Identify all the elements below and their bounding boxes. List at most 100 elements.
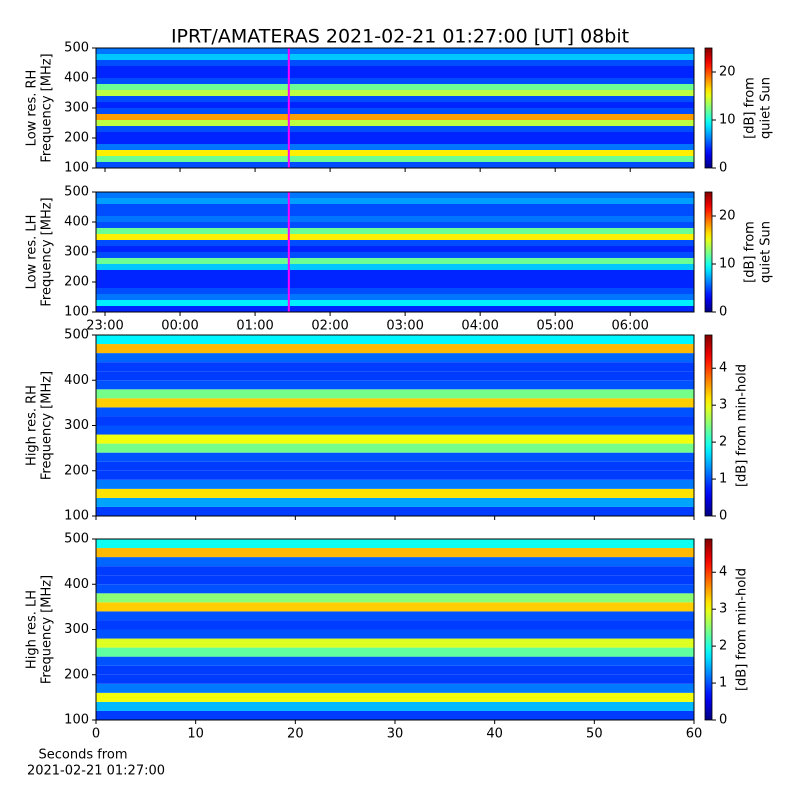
colorbar-tick-label: 10 xyxy=(719,113,736,128)
colorbar-label: [dB] from min-hold xyxy=(735,568,750,691)
x-tick-label: 03:00 xyxy=(386,319,423,334)
colorbar xyxy=(704,538,713,721)
heatmap-cell xyxy=(96,407,694,417)
x-axis-label: Seconds from xyxy=(38,748,127,763)
heatmap-cell xyxy=(96,300,694,306)
y-tick-label: 200 xyxy=(64,667,89,682)
heatmap-cell xyxy=(96,60,694,66)
colorbar xyxy=(704,47,713,169)
heatmap-cell xyxy=(96,234,694,240)
heatmap-cell xyxy=(96,683,694,693)
heatmap-cell xyxy=(96,575,694,585)
colorbar-tick-label: 0 xyxy=(719,161,727,176)
x-tick-label: 04:00 xyxy=(461,319,498,334)
y-tick-label: 300 xyxy=(64,418,89,433)
heatmap-cell xyxy=(96,228,694,234)
heatmap-cell xyxy=(96,258,694,264)
heatmap-cell xyxy=(96,294,694,300)
heatmap-cell xyxy=(96,54,694,60)
heatmap-cell xyxy=(96,620,694,630)
y-axis-label: Frequency [MHz] xyxy=(40,575,55,684)
colorbar-tick-label: 1 xyxy=(719,676,727,691)
y-tick-label: 100 xyxy=(64,713,89,728)
colorbar xyxy=(704,191,713,313)
x-tick-label: 01:00 xyxy=(236,319,273,334)
heatmap-cell xyxy=(96,126,694,132)
y-tick-label: 100 xyxy=(64,509,89,524)
heatmap-cell xyxy=(96,557,694,567)
colorbar-label: [dB] from min-hold xyxy=(735,364,750,487)
heatmap-cell xyxy=(96,656,694,666)
heatmap-cell xyxy=(96,222,694,228)
colorbar-label: [dB] from xyxy=(743,77,758,139)
heatmap-cell xyxy=(96,150,694,156)
x-tick-label: 20 xyxy=(287,727,304,742)
figure-title: IPRT/AMATERAS 2021-02-21 01:27:00 [UT] 0… xyxy=(171,26,629,48)
colorbar-tick-label: 2 xyxy=(719,639,727,654)
heatmap-cell xyxy=(96,710,694,720)
heatmap-cell xyxy=(96,96,694,102)
x-tick-label: 05:00 xyxy=(536,319,573,334)
heatmap-cell xyxy=(96,647,694,657)
heatmap-cell xyxy=(96,674,694,684)
heatmap-cell xyxy=(96,602,694,612)
y-tick-label: 500 xyxy=(64,41,89,56)
x-tick-label: 0 xyxy=(92,727,100,742)
heatmap-cell xyxy=(96,443,694,453)
colorbar-tick-label: 0 xyxy=(719,305,727,320)
heatmap-cell xyxy=(96,102,694,108)
heatmap-cell xyxy=(96,138,694,144)
heatmap-cell xyxy=(96,120,694,126)
y-tick-label: 300 xyxy=(64,622,89,637)
heatmap-cell xyxy=(96,240,694,246)
heatmap-cell xyxy=(96,638,694,648)
heatmap-cell xyxy=(96,470,694,480)
heatmap-cell xyxy=(96,66,694,72)
colorbar-tick-label: 3 xyxy=(719,602,727,617)
colorbar-tick-label: 4 xyxy=(719,565,727,580)
x-tick-label: 23:00 xyxy=(86,319,123,334)
heatmap-cell xyxy=(96,611,694,621)
heatmap-cell xyxy=(96,593,694,603)
heatmap-cell xyxy=(96,362,694,372)
heatmap-cell xyxy=(96,506,694,516)
y-tick-label: 400 xyxy=(64,373,89,388)
heatmap-cell xyxy=(96,204,694,210)
colorbar-tick-label: 20 xyxy=(719,65,736,80)
heatmap-cell xyxy=(96,84,694,90)
heatmap-cell xyxy=(96,144,694,150)
heatmap-cell xyxy=(96,584,694,594)
x-tick-label: 30 xyxy=(387,727,404,742)
y-axis-label: Frequency [MHz] xyxy=(40,53,55,162)
colorbar-label: [dB] from xyxy=(743,221,758,283)
heatmap-cell xyxy=(96,389,694,399)
heatmap-cell xyxy=(96,452,694,462)
y-tick-label: 500 xyxy=(64,532,89,547)
heatmap-cell xyxy=(96,192,694,198)
y-tick-label: 500 xyxy=(64,328,89,343)
heatmap-cell xyxy=(96,566,694,576)
heatmap-cell xyxy=(96,416,694,426)
colorbar-label: quiet Sun xyxy=(759,77,774,139)
heatmap-cell xyxy=(96,48,694,54)
heatmap-cell xyxy=(96,629,694,639)
y-tick-label: 200 xyxy=(64,275,89,290)
heatmap-cell xyxy=(96,479,694,489)
heatmap-cell xyxy=(96,72,694,78)
y-tick-label: 400 xyxy=(64,215,89,230)
y-tick-label: 200 xyxy=(64,463,89,478)
heatmap-cell xyxy=(96,353,694,363)
y-tick-label: 100 xyxy=(64,161,89,176)
colorbar xyxy=(704,334,713,517)
heatmap-cell xyxy=(96,288,694,294)
heatmap-cell xyxy=(96,156,694,162)
heatmap-cell xyxy=(96,488,694,498)
heatmap-cell xyxy=(96,246,694,252)
y-tick-label: 400 xyxy=(64,577,89,592)
y-tick-label: 300 xyxy=(64,245,89,260)
heatmap-cell xyxy=(96,380,694,390)
colorbar-tick-label: 2 xyxy=(719,435,727,450)
heatmap-cell xyxy=(96,701,694,711)
x-tick-label: 50 xyxy=(586,727,603,742)
y-tick-label: 100 xyxy=(64,305,89,320)
